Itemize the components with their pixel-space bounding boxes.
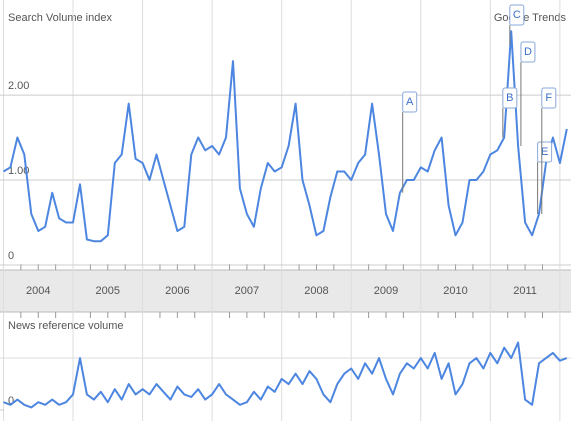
x-tick-label: 2010 [443,285,467,297]
data-line [2,30,568,243]
flag-box [509,4,525,26]
y-tick-label: 2.00 [8,80,29,92]
flag-label: B [506,92,513,104]
annotation-flag: C [509,4,525,45]
annotation-flag: A [402,91,418,193]
x-tick-label: 2008 [304,285,328,297]
x-tick-label: 2004 [26,285,50,297]
y-tick-label: 1.00 [8,165,29,177]
annotation-flag: B [502,87,518,138]
flag-label: E [541,146,548,158]
flag-label: C [513,9,521,21]
flag-box [402,91,418,113]
data-line [3,341,568,409]
chart-subtitle: Google Trends [494,12,567,24]
chart-title: Search Volume index [8,12,112,24]
flag-label: D [524,46,532,58]
flag-box [537,141,553,163]
flag-label: A [406,96,414,108]
annotation-flag: F [541,87,557,215]
annotation-flag: E [537,141,553,215]
annotation-flag: D [520,41,536,147]
flag-box [502,87,518,109]
x-tick-label: 2011 [513,285,537,297]
chart-title: News reference volume [8,320,124,332]
y-tick-label: 0 [8,250,14,262]
year-strip [0,270,571,312]
x-tick-label: 2006 [165,285,189,297]
flag-box [541,87,557,109]
x-tick-label: 2007 [235,285,259,297]
flag-label: F [545,92,552,104]
flag-box [520,41,536,63]
x-tick-label: 2005 [96,285,120,297]
x-tick-label: 2009 [374,285,398,297]
y-tick-label: 0 [8,395,14,407]
